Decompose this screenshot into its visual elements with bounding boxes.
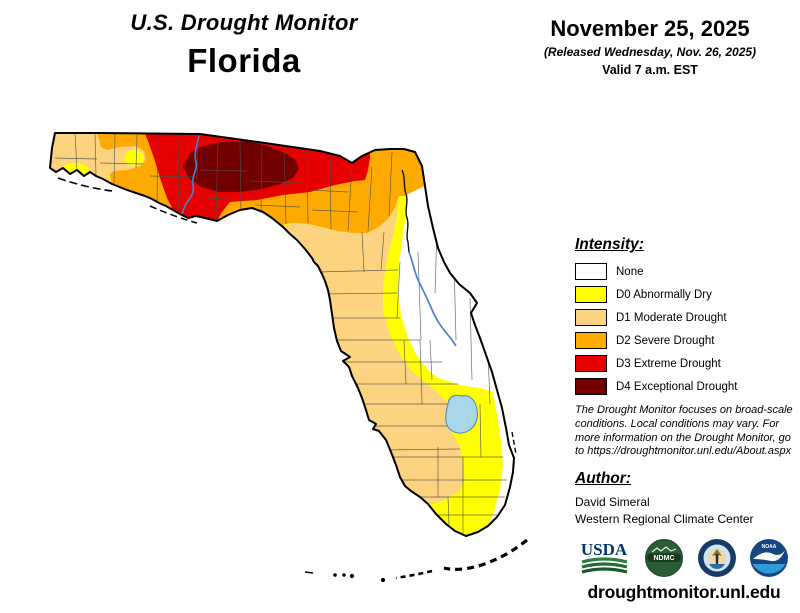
- legend-item-d4: D4 Exceptional Drought: [575, 378, 797, 395]
- state-outline: [49, 132, 515, 537]
- release-date: (Released Wednesday, Nov. 26, 2025): [543, 45, 757, 59]
- legend-label: D0 Abnormally Dry: [616, 288, 712, 301]
- legend-swatch-none-icon: [575, 263, 607, 280]
- florida-drought-map: [25, 105, 580, 610]
- report-title: U.S. Drought Monitor: [130, 10, 358, 35]
- drought-zones: [50, 133, 514, 536]
- commerce-seal-icon: [697, 539, 736, 577]
- author-name: David Simeral: [575, 495, 650, 509]
- lake-okeechobee: [445, 394, 478, 434]
- legend-heading: Intensity:: [575, 236, 644, 253]
- title-block: U.S. Drought Monitor Florida: [88, 10, 400, 80]
- drought-monitor-url: droughtmonitor.unl.edu: [587, 582, 781, 602]
- valid-time: Valid 7 a.m. EST: [602, 63, 698, 77]
- county-lines: [54, 133, 507, 533]
- agency-logos: USDA NDMC NOAA: [577, 538, 789, 578]
- author-block: Author: David Simeral Western Regional C…: [575, 470, 799, 526]
- legend-item-d3: D3 Extreme Drought: [575, 355, 797, 372]
- svg-text:NDMC: NDMC: [654, 555, 675, 562]
- legend-label: D2 Severe Drought: [616, 334, 715, 347]
- legend-label: None: [616, 265, 644, 278]
- usda-logo-icon: USDA: [581, 540, 628, 574]
- apalachicola-river: [181, 135, 200, 215]
- noaa-logo-icon: NOAA: [749, 539, 788, 577]
- legend-swatch-d4-icon: [575, 378, 607, 395]
- drought-zone-d4: [183, 141, 299, 192]
- florida-keys: [304, 538, 528, 583]
- svg-text:USDA: USDA: [581, 540, 628, 559]
- map-date: November 25, 2025: [550, 16, 750, 41]
- legend: Intensity: None D0 Abnormally Dry D1 Mod…: [575, 236, 797, 401]
- legend-item-d2: D2 Severe Drought: [575, 332, 797, 349]
- legend-item-none: None: [575, 263, 797, 280]
- legend-item-d1: D1 Moderate Drought: [575, 309, 797, 326]
- legend-swatch-d0-icon: [575, 286, 607, 303]
- barrier-islands: [57, 177, 517, 455]
- legend-label: D1 Moderate Drought: [616, 311, 727, 324]
- st-johns-river-upper: [401, 169, 410, 253]
- date-block: November 25, 2025 (Released Wednesday, N…: [520, 16, 780, 77]
- florida-map-svg: [49, 132, 528, 583]
- legend-label: D3 Extreme Drought: [616, 357, 721, 370]
- ndmc-logo-icon: NDMC: [645, 539, 684, 577]
- svg-text:NOAA: NOAA: [762, 544, 777, 550]
- region-title: Florida: [187, 42, 301, 79]
- legend-swatch-d3-icon: [575, 355, 607, 372]
- author-organization: Western Regional Climate Center: [575, 512, 754, 526]
- drought-zone-d1: [50, 133, 465, 504]
- legend-swatch-d1-icon: [575, 309, 607, 326]
- st-johns-river-lower: [408, 251, 457, 347]
- legend-label: D4 Exceptional Drought: [616, 380, 738, 393]
- legend-item-d0: D0 Abnormally Dry: [575, 286, 797, 303]
- drought-zone-d0-patch-crestview: [124, 150, 144, 166]
- disclaimer-text: The Drought Monitor focuses on broad-sca…: [575, 404, 793, 458]
- legend-swatch-d2-icon: [575, 332, 607, 349]
- author-heading: Author:: [575, 470, 631, 487]
